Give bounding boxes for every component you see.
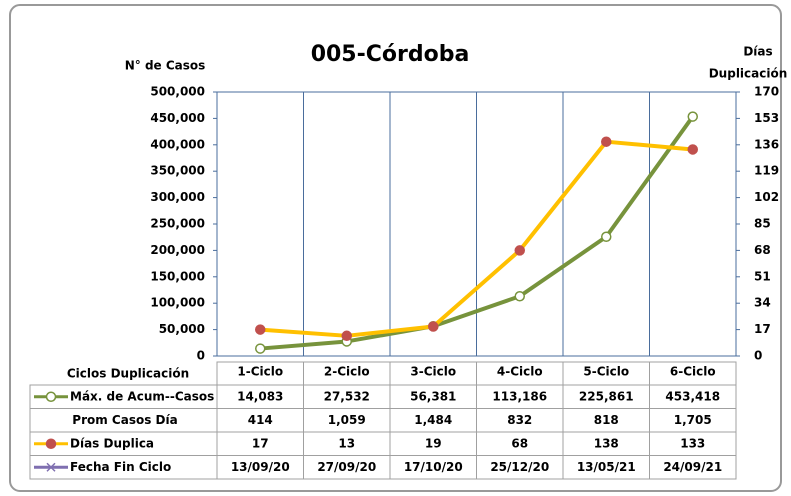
data-point xyxy=(687,111,698,122)
data-point xyxy=(601,231,612,242)
table-value: 1,705 xyxy=(674,413,712,427)
table-value: 1,484 xyxy=(414,413,452,427)
table-value: 14,083 xyxy=(237,389,283,403)
table-value: 17/10/20 xyxy=(404,460,463,474)
x-tick-label: 3-Ciclo xyxy=(410,365,456,379)
series-line xyxy=(260,115,695,351)
table-value: 133 xyxy=(680,436,705,450)
table-value: 56,381 xyxy=(410,389,456,403)
data-point xyxy=(255,324,266,335)
table-value: 13 xyxy=(338,436,355,450)
y2-axis-label: Duplicación xyxy=(709,67,788,81)
legend-label: Máx. de Acum--Casos xyxy=(70,389,214,403)
table-value: 832 xyxy=(507,413,532,427)
data-point xyxy=(514,245,525,256)
legend-marker xyxy=(45,391,57,402)
y-tick-label: 150,000 xyxy=(150,269,205,283)
y2-tick-label: 17 xyxy=(754,322,771,336)
data-point xyxy=(514,290,525,302)
x-tick-label: 4-Ciclo xyxy=(497,365,543,379)
x-tick-label: 1-Ciclo xyxy=(237,365,283,379)
y2-axis-label: Días xyxy=(743,45,772,59)
y-tick-label: 50,000 xyxy=(159,322,205,336)
x-tick-label: 6-Ciclo xyxy=(670,365,716,379)
y2-tick-label: 170 xyxy=(754,85,779,99)
table-value: 453,418 xyxy=(665,389,720,403)
y-tick-label: 450,000 xyxy=(150,111,205,125)
y-tick-label: 0 xyxy=(197,349,205,363)
table-value: 17 xyxy=(252,436,269,450)
legend-label: Prom Casos Día xyxy=(72,413,177,427)
table-value: 27/09/20 xyxy=(317,460,376,474)
table-value: 24/09/21 xyxy=(663,460,722,474)
table-value: 225,861 xyxy=(579,389,634,403)
table-header: Ciclos Duplicación xyxy=(67,367,189,381)
y2-tick-label: 153 xyxy=(754,111,779,125)
data-point xyxy=(428,321,439,332)
y-tick-label: 300,000 xyxy=(150,190,205,204)
table-value: 113,186 xyxy=(492,389,547,403)
x-tick-label: 2-Ciclo xyxy=(324,365,370,379)
y-tick-label: 500,000 xyxy=(150,85,205,99)
x-tick-label: 5-Ciclo xyxy=(583,365,629,379)
legend-marker xyxy=(46,462,56,472)
table-value: 818 xyxy=(594,413,619,427)
legend-marker xyxy=(45,438,57,449)
y-tick-label: 200,000 xyxy=(150,243,205,257)
table-value: 414 xyxy=(248,413,273,427)
data-point xyxy=(255,343,266,354)
y2-tick-label: 102 xyxy=(754,190,779,204)
y2-tick-label: 68 xyxy=(754,243,771,257)
y-tick-label: 400,000 xyxy=(150,137,205,151)
legend-label: Fecha Fin Ciclo xyxy=(70,460,171,474)
table-value: 68 xyxy=(511,436,528,450)
data-point xyxy=(601,136,612,147)
y2-tick-label: 0 xyxy=(754,349,762,363)
legend-label: Días Duplica xyxy=(70,436,154,450)
y2-tick-label: 119 xyxy=(754,164,779,178)
data-point xyxy=(687,144,698,155)
table-value: 1,059 xyxy=(328,413,366,427)
chart-border xyxy=(9,4,782,492)
data-point xyxy=(341,330,352,342)
y-tick-label: 250,000 xyxy=(150,217,205,231)
table-value: 19 xyxy=(425,436,442,450)
y-tick-label: 100,000 xyxy=(150,296,205,310)
series-line xyxy=(260,139,693,338)
table-cell xyxy=(649,455,737,480)
y2-tick-label: 34 xyxy=(754,296,771,310)
table-value: 13/09/20 xyxy=(231,460,290,474)
y2-tick-label: 136 xyxy=(754,137,779,151)
table-value: 13/05/21 xyxy=(577,460,636,474)
table-value: 138 xyxy=(594,436,619,450)
y-axis-label: N° de Casos xyxy=(125,59,206,73)
table-value: 25/12/20 xyxy=(490,460,549,474)
y2-tick-label: 51 xyxy=(754,269,771,283)
y2-tick-label: 85 xyxy=(754,217,771,231)
y-tick-label: 350,000 xyxy=(150,164,205,178)
table-value: 27,532 xyxy=(324,389,370,403)
chart-title: 005-Córdoba xyxy=(311,42,470,67)
